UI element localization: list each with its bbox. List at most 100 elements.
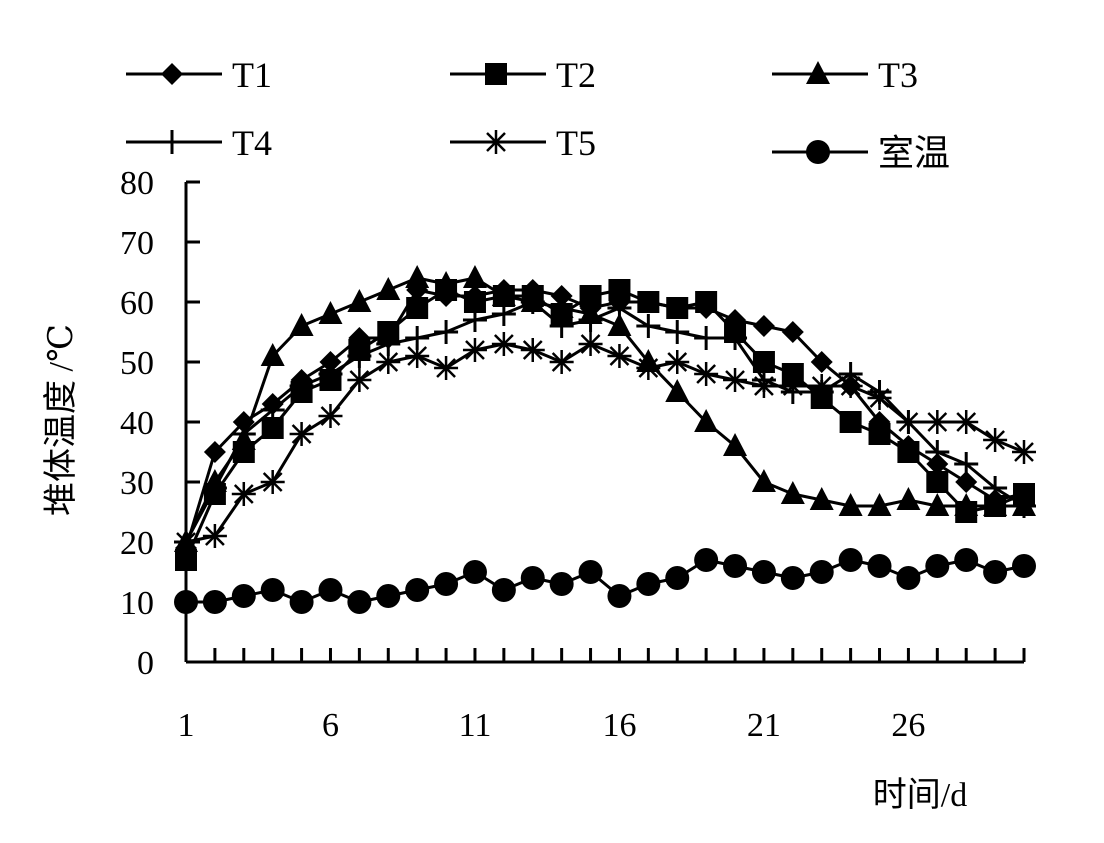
data-point — [983, 428, 1008, 452]
legend-marker — [806, 140, 830, 164]
legend-item: T5 — [450, 123, 596, 163]
data-point — [607, 296, 632, 320]
data-point — [491, 578, 516, 602]
legend-marker — [485, 63, 507, 85]
data-point — [347, 289, 372, 312]
y-tick-label: 10 — [120, 585, 154, 622]
data-point — [231, 422, 256, 446]
x-tick-label: 6 — [322, 707, 339, 744]
data-point — [636, 356, 661, 380]
series-6 — [174, 548, 1036, 614]
data-point — [780, 374, 805, 398]
data-point — [260, 470, 285, 494]
series-5 — [174, 332, 1036, 554]
y-tick-label: 0 — [137, 645, 154, 682]
data-point — [780, 481, 805, 504]
data-point — [376, 277, 401, 300]
data-point — [636, 314, 661, 338]
data-point — [203, 441, 226, 463]
legend: T1 T2 T3 T4 T5 室温 — [126, 55, 950, 173]
data-point — [665, 566, 690, 590]
data-point — [954, 493, 979, 516]
data-point — [665, 350, 690, 374]
data-point — [607, 584, 632, 608]
legend-marker — [160, 130, 184, 154]
data-point — [347, 368, 372, 392]
data-point — [839, 411, 862, 433]
data-point — [520, 290, 545, 314]
data-point — [838, 493, 863, 516]
data-point — [695, 291, 718, 313]
y-tick-label: 60 — [120, 285, 154, 322]
data-point — [231, 482, 256, 506]
legend-label: T2 — [556, 55, 596, 95]
data-point — [925, 410, 950, 434]
data-point — [174, 590, 198, 614]
data-point — [405, 344, 430, 368]
data-point — [578, 332, 603, 356]
data-point — [491, 283, 516, 306]
data-point — [549, 572, 574, 596]
data-point — [318, 404, 343, 428]
legend-label: T1 — [232, 55, 272, 95]
data-point — [694, 362, 719, 386]
data-point — [896, 566, 921, 590]
y-axis-title: 堆体温度 /℃ — [42, 324, 80, 516]
data-point — [289, 374, 314, 398]
legend-label: T5 — [556, 123, 596, 163]
data-point — [260, 578, 285, 602]
data-point — [318, 362, 343, 386]
data-point — [405, 265, 430, 288]
data-point — [897, 441, 920, 463]
data-point — [434, 271, 459, 294]
data-point — [954, 410, 979, 434]
data-point — [607, 313, 632, 336]
legend-item: T4 — [126, 123, 272, 163]
data-point — [809, 374, 834, 398]
data-point — [608, 279, 631, 301]
legend-label: 室温 — [878, 133, 950, 173]
data-point — [1012, 440, 1036, 464]
data-point — [809, 560, 834, 584]
legend-item: 室温 — [772, 133, 950, 173]
data-point — [462, 265, 487, 288]
data-point — [781, 321, 804, 343]
data-point — [549, 314, 574, 338]
x-tick-label: 1 — [178, 707, 195, 744]
data-point — [955, 471, 978, 493]
data-point — [751, 374, 776, 398]
data-point — [925, 554, 950, 578]
data-point — [809, 487, 834, 510]
data-point — [260, 398, 285, 422]
data-point — [578, 308, 603, 332]
data-point — [607, 344, 632, 368]
data-point — [463, 291, 486, 313]
data-point — [434, 572, 459, 596]
data-point — [665, 320, 690, 344]
data-point — [520, 566, 545, 590]
data-point — [202, 590, 227, 614]
data-point — [434, 320, 459, 344]
legend-marker — [484, 130, 508, 154]
legend-marker — [806, 61, 830, 84]
data-point — [462, 338, 487, 362]
data-point — [231, 584, 256, 608]
data-point — [520, 338, 545, 362]
x-axis-title: 时间/d — [873, 777, 967, 814]
data-point — [202, 476, 227, 500]
data-point — [780, 566, 805, 590]
data-point — [867, 554, 892, 578]
data-point — [665, 379, 690, 402]
data-point — [925, 493, 950, 516]
data-point — [579, 285, 602, 307]
data-point — [318, 301, 343, 324]
data-point — [636, 572, 661, 596]
data-point — [867, 493, 892, 516]
data-point — [261, 417, 284, 439]
legend-item: T2 — [450, 55, 596, 95]
data-point — [491, 302, 516, 326]
data-point — [406, 297, 429, 319]
data-point — [954, 548, 979, 572]
data-point — [376, 350, 401, 374]
